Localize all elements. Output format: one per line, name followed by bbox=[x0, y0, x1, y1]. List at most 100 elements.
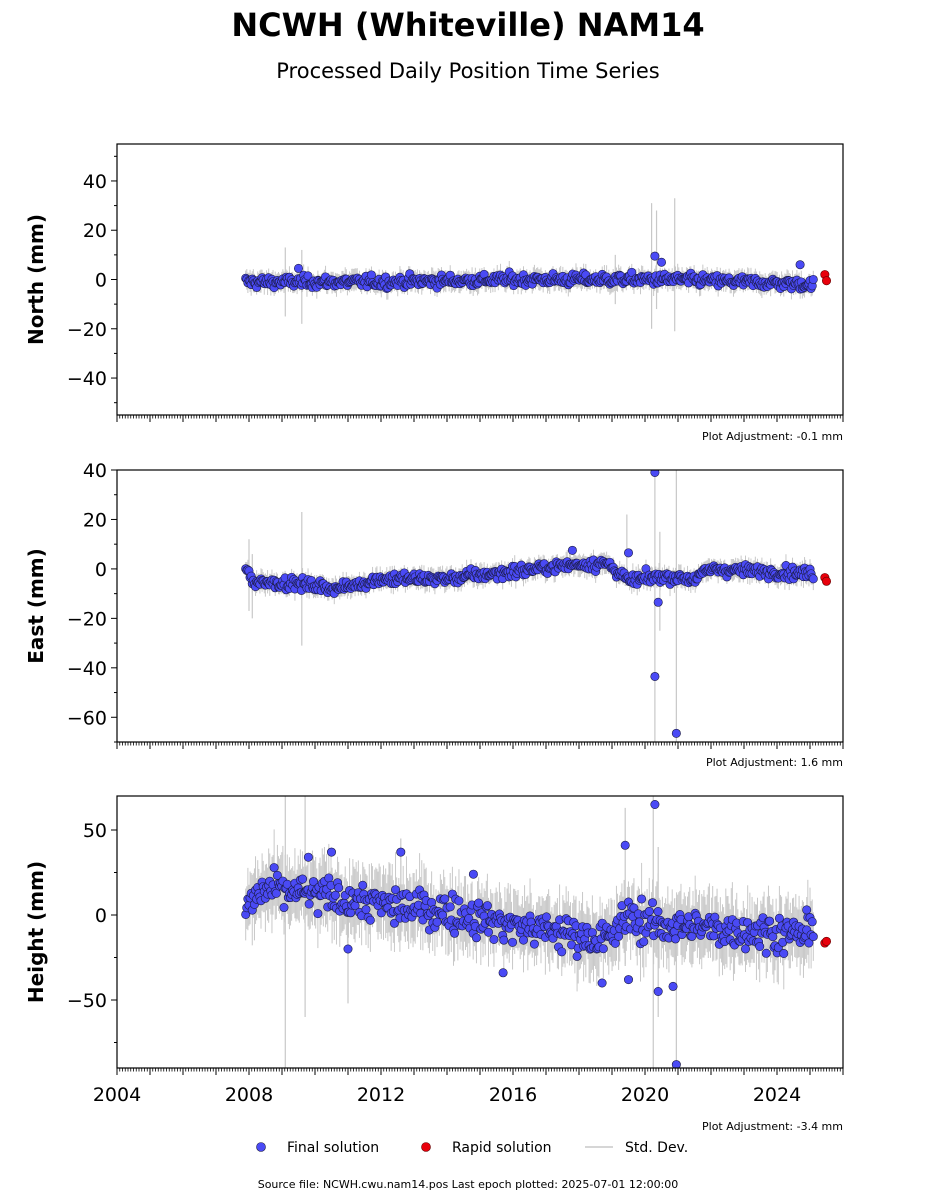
final-point bbox=[343, 944, 353, 954]
final-point bbox=[671, 1060, 681, 1068]
final-point bbox=[620, 840, 630, 850]
final-point bbox=[269, 863, 279, 873]
y-tick-label: 40 bbox=[83, 460, 107, 482]
chart-subtitle: Processed Daily Position Time Series bbox=[276, 59, 660, 83]
height-panel: −50 0 50 2004 2008 2012 2016 2020 2024 Height (mm… bbox=[24, 795, 844, 1133]
plot-frame bbox=[116, 469, 844, 743]
final-point bbox=[471, 933, 481, 943]
final-point bbox=[313, 909, 323, 919]
north-panel: −40 −20 0 20 40 North (mm) Plot Adjustment: -0… bbox=[24, 143, 844, 443]
y-tick-label: 40 bbox=[83, 171, 107, 193]
y-tick-label: −20 bbox=[67, 608, 107, 630]
y-axis-label: Height (mm) bbox=[24, 861, 48, 1003]
rapid-point bbox=[821, 576, 831, 586]
final-point bbox=[653, 907, 663, 917]
final-point bbox=[330, 890, 340, 900]
final-point bbox=[623, 975, 633, 985]
final-solution-points bbox=[241, 251, 818, 294]
final-point bbox=[303, 271, 313, 281]
legend-rapid-label: Rapid solution bbox=[452, 1140, 552, 1156]
legend-final-marker bbox=[256, 1142, 266, 1152]
final-point bbox=[650, 799, 660, 809]
legend: Final solution Rapid solution Std. Dev. bbox=[256, 1140, 688, 1156]
final-point bbox=[795, 260, 805, 270]
plot-adjustment: Plot Adjustment: 1.6 mm bbox=[706, 756, 843, 769]
legend-final-label: Final solution bbox=[287, 1140, 379, 1156]
east-panel: −60 −40 −20 0 20 40 East (mm) Plot Adjustment: … bbox=[24, 460, 844, 769]
x-tick-label: 2016 bbox=[489, 1084, 537, 1106]
final-point bbox=[396, 847, 406, 857]
final-point bbox=[334, 883, 344, 893]
final-point bbox=[391, 885, 401, 895]
final-point bbox=[498, 968, 508, 978]
final-point bbox=[468, 869, 478, 879]
final-point bbox=[389, 918, 399, 928]
final-point bbox=[432, 917, 442, 927]
final-point bbox=[309, 877, 319, 887]
final-point bbox=[598, 944, 608, 954]
final-point bbox=[365, 915, 375, 925]
std-dev-bars bbox=[245, 198, 814, 332]
legend-std-label: Std. Dev. bbox=[625, 1140, 688, 1156]
y-tick-label: 0 bbox=[95, 559, 107, 581]
final-point bbox=[671, 934, 681, 944]
final-point bbox=[366, 270, 376, 280]
y-tick-label: 20 bbox=[83, 220, 107, 242]
y-tick-label: 50 bbox=[83, 820, 107, 842]
final-point bbox=[298, 874, 308, 884]
final-point bbox=[650, 671, 660, 681]
rapid-solution-points bbox=[820, 270, 831, 286]
x-tick-label: 2008 bbox=[225, 1084, 273, 1106]
y-tick-label: −60 bbox=[67, 707, 107, 729]
final-point bbox=[671, 728, 681, 738]
final-point bbox=[482, 901, 492, 911]
plot-area bbox=[241, 796, 831, 1068]
plot-adjustment: Plot Adjustment: -3.4 mm bbox=[702, 1120, 843, 1133]
chart-title: NCWH (Whiteville) NAM14 bbox=[231, 6, 704, 44]
final-point bbox=[304, 899, 314, 909]
final-point bbox=[454, 896, 464, 906]
final-point bbox=[518, 935, 528, 945]
source-note: Source file: NCWH.cwu.nam14.pos Last epo… bbox=[258, 1178, 679, 1191]
final-point bbox=[755, 942, 765, 952]
y-tick-label: 20 bbox=[83, 509, 107, 531]
final-point bbox=[653, 597, 663, 607]
y-tick-label: −50 bbox=[67, 990, 107, 1012]
final-point bbox=[804, 938, 814, 948]
final-point bbox=[639, 937, 649, 947]
final-point bbox=[637, 894, 647, 904]
final-point bbox=[483, 927, 493, 937]
final-point bbox=[508, 937, 518, 947]
final-solution-points bbox=[241, 799, 818, 1068]
final-point bbox=[326, 847, 336, 857]
final-point bbox=[572, 951, 582, 961]
final-point bbox=[653, 986, 663, 996]
final-point bbox=[779, 948, 789, 958]
legend-rapid-marker bbox=[421, 1142, 431, 1152]
final-point bbox=[597, 978, 607, 988]
rapid-solution-points bbox=[820, 936, 831, 948]
final-point bbox=[808, 274, 818, 284]
y-tick-label: −40 bbox=[67, 658, 107, 680]
rapid-point bbox=[821, 276, 831, 286]
final-point bbox=[656, 257, 666, 267]
final-point bbox=[557, 947, 567, 957]
x-tick-label: 2004 bbox=[93, 1084, 141, 1106]
final-solution-points bbox=[241, 470, 818, 738]
final-point bbox=[761, 948, 771, 958]
final-point bbox=[709, 931, 719, 941]
final-point bbox=[634, 917, 644, 927]
final-point bbox=[774, 913, 784, 923]
rapid-point bbox=[821, 936, 831, 946]
x-tick-label: 2020 bbox=[621, 1084, 669, 1106]
rapid-solution-points bbox=[820, 573, 831, 586]
final-point bbox=[648, 898, 658, 908]
y-axis-label: North (mm) bbox=[24, 214, 48, 345]
final-point bbox=[445, 902, 455, 912]
y-axis-label: East (mm) bbox=[24, 548, 48, 664]
final-point bbox=[614, 931, 624, 941]
plot-area bbox=[241, 470, 831, 742]
y-tick-label: 0 bbox=[95, 270, 107, 292]
final-point bbox=[808, 932, 818, 942]
